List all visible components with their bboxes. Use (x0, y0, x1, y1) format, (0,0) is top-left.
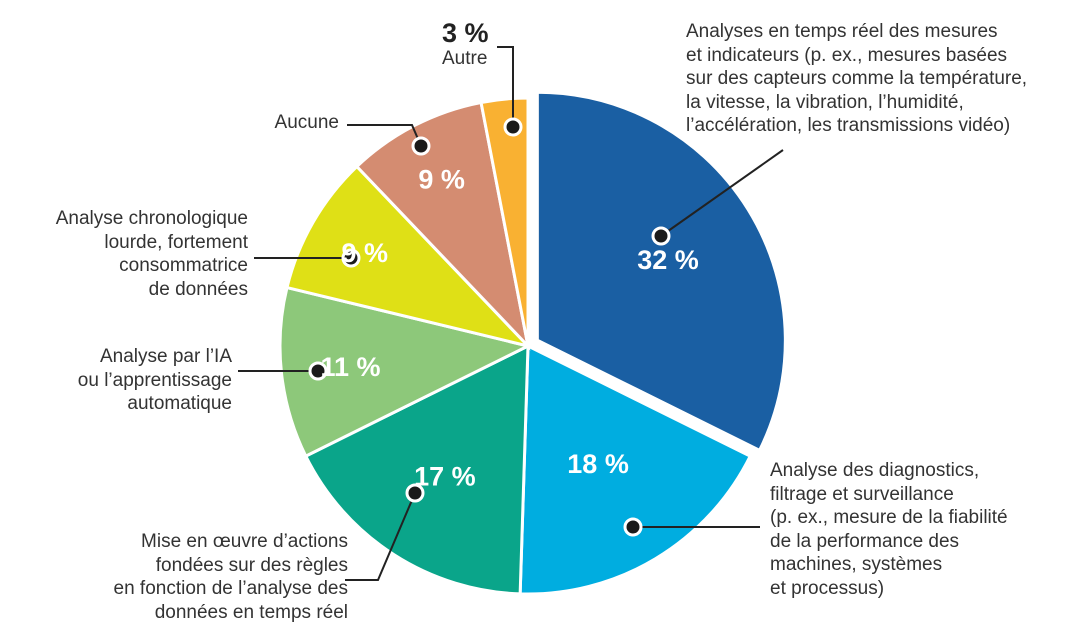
slice-pct-timeseries: 9 % (342, 238, 389, 268)
slice-pct-none: 9 % (418, 164, 465, 194)
slice-pct-ai-ml: 11 % (321, 352, 381, 382)
slice-label-ai-ml: Analyse par l’IA ou l’apprentissage auto… (77, 346, 232, 414)
slice-pct-diagnostics: 18 % (567, 449, 629, 479)
pie-slice-none (354, 100, 531, 351)
slice-pct-realtime-analytics: 32 % (637, 245, 699, 275)
pie-slice-diagnostics (518, 343, 753, 596)
leader-line-other (497, 46, 514, 127)
leader-dot-timeseries (341, 248, 361, 268)
slice-label-realtime-analytics: Analyses en temps réel des mesures et in… (686, 21, 1028, 136)
pie-slice-ai-ml (278, 285, 533, 459)
slice-label-timeseries: Analyse chronologique lourde, fortement … (55, 208, 248, 300)
pie-slices (278, 90, 787, 596)
slice-label-other: Autre (442, 48, 488, 69)
slice-pct-other: 3 % (442, 18, 489, 48)
leader-lines (238, 46, 784, 581)
pie-slice-other (479, 96, 530, 347)
leader-dot-none (411, 136, 431, 156)
pie-slice-timeseries (285, 164, 533, 349)
leader-dot-realtime-analytics (651, 226, 671, 246)
slice-label-diagnostics: Analyse des diagnostics, filtrage et sur… (770, 460, 1008, 599)
pie-slice-realtime-analytics (535, 90, 787, 453)
leader-line-rule-based-actions (345, 492, 416, 581)
pie-slice-rule-based-actions (303, 343, 530, 596)
percentage-labels: 32 % 18 % 17 % 11 % 9 % 9 % (321, 164, 699, 491)
slice-label-rule-based-actions: Mise en œuvre d’actions fondées sur des … (113, 531, 349, 623)
leader-dot-rule-based-actions (405, 483, 425, 503)
leader-dot-diagnostics (623, 517, 643, 537)
leader-dot-ai-ml (308, 361, 328, 381)
leader-dot-other (503, 117, 523, 137)
slice-label-none: Aucune (274, 112, 339, 133)
leader-line-realtime-analytics (660, 149, 784, 237)
slice-pct-rule-based-actions: 17 % (414, 461, 476, 491)
